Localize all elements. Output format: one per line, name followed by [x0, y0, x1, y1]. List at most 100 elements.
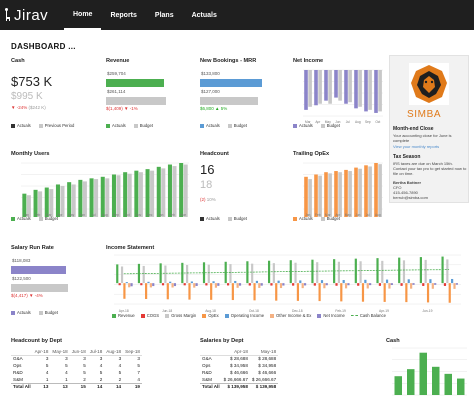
bar-actual — [314, 70, 318, 106]
income-bar — [234, 280, 237, 284]
bar-budget — [138, 172, 143, 217]
nav-actuals[interactable]: Actuals — [191, 11, 217, 19]
income-bar — [145, 283, 148, 299]
table-row[interactable]: G&A 3 3 3 3 3 3 — [11, 355, 142, 362]
table-cell: 4 — [137, 376, 140, 382]
headcount-by-dept-card[interactable]: Headcount by Dept Apr-18 May-18 Jun-18 Jul-… — [11, 338, 171, 398]
income-bar — [325, 283, 328, 286]
revenue-budget-label: $261,114 — [107, 89, 126, 94]
income-bar — [378, 283, 381, 286]
x-tick-label: Jun — [335, 120, 340, 124]
headcount-delta-label: (2) — [200, 197, 206, 202]
revenue-budget-bar — [106, 97, 166, 105]
income-bar — [292, 283, 295, 286]
bookings-card[interactable]: New Bookings - MRR $133,800 $127,000 $6,… — [200, 58, 285, 133]
x-tick-label: Dec-18 — [292, 309, 303, 313]
table-row[interactable]: Ops $ 34,958 $ 34,958 — [200, 362, 278, 369]
legend-label: Actuals — [17, 123, 31, 128]
salaries-by-dept-card[interactable]: Salaries by Dept Apr-18 May-18 G&A $ 28,688… — [200, 338, 350, 398]
salary-run-rate-card[interactable]: Salary Run Rate $118,083 $122,500 $(4,41… — [11, 245, 96, 320]
contact-phone: 415-456-7890 — [393, 190, 418, 195]
legend-label: Gross Margin — [171, 313, 197, 318]
table-row[interactable]: Ops 5 5 5 4 4 5 — [11, 362, 142, 369]
bar-budget — [161, 168, 166, 217]
income-bar — [443, 283, 447, 286]
table-cell: $ 139,958 — [249, 382, 279, 390]
income-bar — [448, 283, 451, 303]
table-row[interactable]: R&D $ 46,666 $ 46,666 — [200, 369, 278, 376]
nav-reports[interactable]: Reports — [110, 11, 137, 19]
income-bar — [446, 259, 449, 284]
table-cell: 14 — [104, 382, 124, 390]
legend-label: Actuals — [17, 216, 31, 221]
column-header — [11, 348, 33, 356]
headcount-value: 16 — [200, 162, 215, 177]
bar-budget — [150, 170, 155, 217]
income-bar — [190, 281, 193, 284]
table-cell: 3 — [118, 356, 122, 362]
legend-label: Budget — [326, 216, 341, 221]
legend-item: Net Income — [317, 313, 345, 318]
x-tick-label: Aug — [102, 213, 108, 217]
monthly-reports-link[interactable]: View your monthly reports — [393, 144, 440, 149]
net-income-card[interactable]: Net Income Mar Apr May Jun Jul Aug Sep Oct Actu… — [293, 58, 385, 133]
table-row[interactable]: Total All $ 139,958 $ 139,958 — [200, 382, 279, 390]
table-cell: 5 — [99, 370, 103, 375]
income-bar — [186, 265, 189, 284]
nav-plans[interactable]: Plans — [154, 11, 174, 19]
legend-label: Budget — [326, 123, 341, 128]
income-bar — [260, 283, 263, 286]
legend-item: COGS — [140, 313, 159, 318]
column-header: Apr-18 — [221, 348, 250, 356]
income-bar — [303, 283, 307, 286]
monthly-users-card[interactable]: Monthly Users Jan Feb Mar Apr May Jun Jul Aug Se… — [11, 151, 191, 226]
bar-actual — [55, 184, 60, 217]
bar-budget — [368, 166, 372, 217]
table-cell: 2 — [118, 376, 122, 382]
revenue-delta-label: $(1,409) — [106, 106, 123, 111]
trailing-opex-card[interactable]: Trailing OpEx Jan Feb Mar Apr May Jun Jul Aug A… — [293, 151, 385, 226]
cash-card[interactable]: Cash $753 K $995 K ▼ -24% ($242 K) Actua… — [11, 58, 96, 133]
table-cell: 19 — [123, 382, 142, 390]
table-row[interactable]: S&M 1 1 2 2 2 4 — [11, 376, 142, 383]
income-bar — [205, 283, 208, 286]
legend-label: Actuals — [206, 123, 220, 128]
bar-actual — [344, 169, 348, 217]
brand[interactable]: Jirav — [4, 7, 64, 24]
x-tick-label: Mar — [46, 213, 52, 217]
income-bar — [229, 264, 232, 284]
table-cell: 3 — [83, 356, 86, 362]
legend-swatch — [350, 315, 358, 316]
revenue-card[interactable]: Revenue $259,704 $261,114 $(1,409) ▼ -1%… — [106, 58, 191, 133]
table-cell: 4 — [65, 370, 68, 375]
table-cell: $ 34,958 — [230, 363, 248, 368]
income-statement-card[interactable]: Income Statement Apr-18 Jun-18 Aug-18 Oct-1… — [106, 245, 469, 320]
page-title[interactable]: DASHBOARD ... — [11, 42, 76, 51]
legend-label: Budget — [233, 123, 248, 128]
legend-label: Actuals — [299, 216, 313, 221]
x-tick-label: Apr — [335, 213, 341, 217]
table-cell: 5 — [118, 370, 122, 375]
up-arrow-icon: ▲ — [215, 106, 220, 111]
income-bar — [357, 283, 360, 286]
down-arrow-icon: ▼ — [124, 106, 129, 111]
income-bar — [147, 281, 150, 284]
income-bar — [140, 283, 143, 286]
income-bar — [270, 283, 273, 286]
headcount-card[interactable]: Headcount 16 18 (2) 10% Actuals Budget — [200, 151, 285, 226]
down-arrow-icon: ▼ — [29, 293, 34, 298]
contact-email[interactable]: berrub@simba.com — [393, 195, 428, 200]
x-tick-label: Mar — [305, 120, 311, 124]
table-row[interactable]: R&D 4 4 5 5 5 7 — [11, 369, 142, 376]
table-row[interactable]: G&A $ 28,688 $ 28,688 — [200, 355, 278, 362]
legend-swatch — [140, 313, 145, 318]
table-row[interactable]: S&M $ 26,666.67 $ 26,666.67 — [200, 376, 278, 383]
column-header: Apr-18 — [32, 348, 51, 356]
cash-mini-card[interactable]: Cash — [386, 338, 469, 398]
income-bar — [255, 280, 259, 284]
salary-budget-bar — [11, 284, 68, 292]
nav-home[interactable]: Home — [64, 0, 102, 30]
table-cell: 2 — [83, 376, 86, 382]
table-row[interactable]: Total All 13 13 15 14 14 19 — [11, 382, 142, 390]
x-tick-label: Aug — [355, 120, 361, 124]
